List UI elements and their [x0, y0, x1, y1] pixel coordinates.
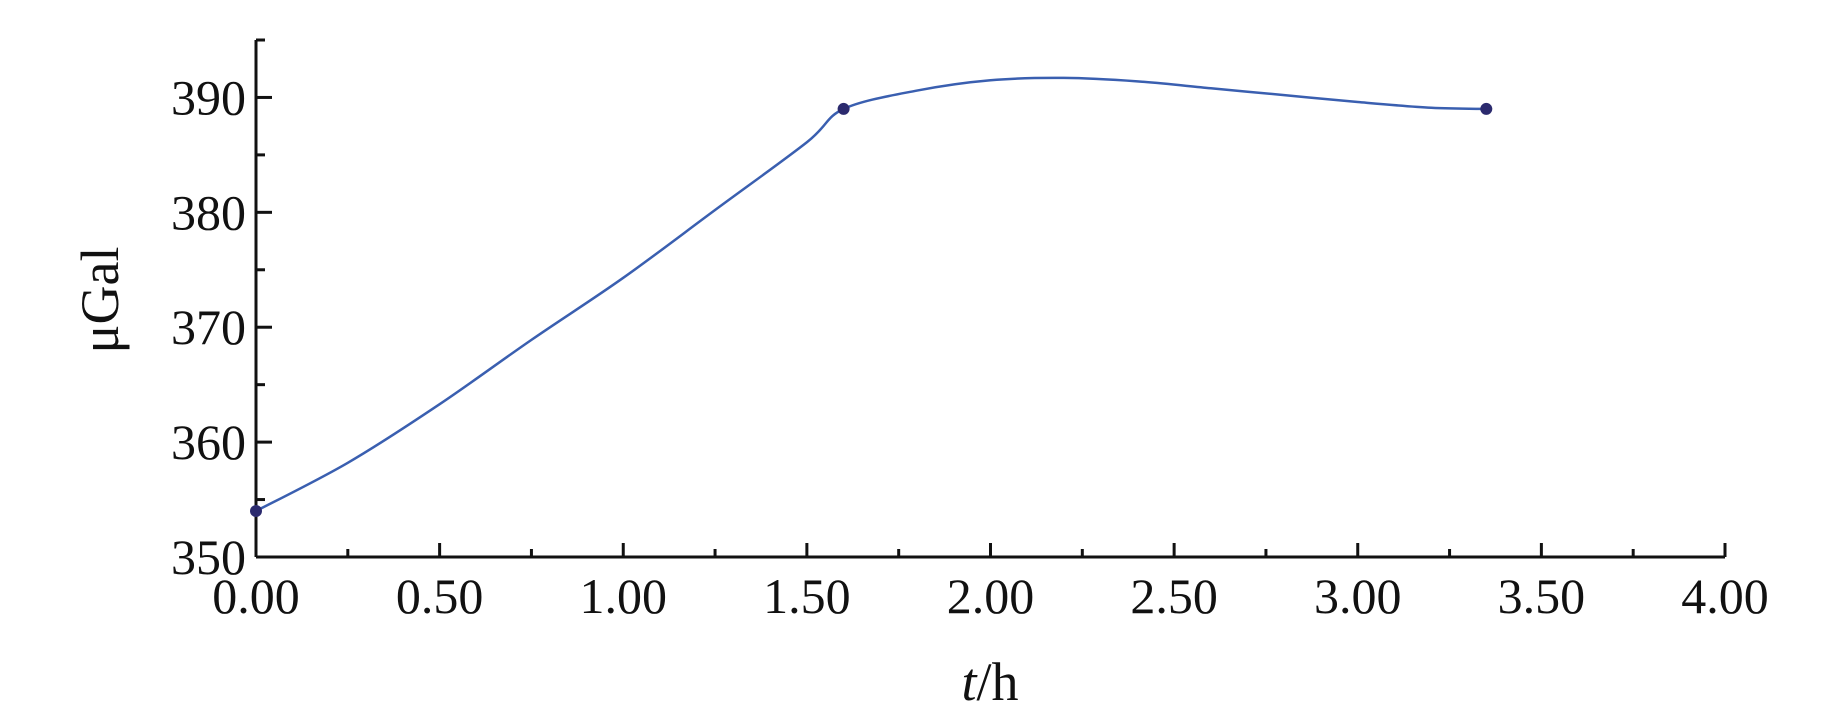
x-tick-label: 3.50: [1498, 568, 1586, 624]
x-tick-label: 1.50: [763, 568, 851, 624]
series-line: [255, 76, 1487, 513]
x-tick-label: 0.50: [396, 568, 484, 624]
y-axis-title: μGal: [70, 247, 130, 354]
data-point: [837, 102, 850, 115]
y-tick-label: 360: [171, 414, 246, 470]
x-tick-label: 4.00: [1681, 568, 1769, 624]
y-tick-label: 370: [171, 299, 246, 355]
data-point: [250, 505, 262, 518]
x-tick-label: 1.00: [580, 568, 668, 624]
x-axis-title-italic: t: [961, 652, 978, 709]
y-tick-label: 380: [171, 184, 246, 240]
axes: [254, 40, 1725, 559]
x-axis-title: t/h: [961, 652, 1018, 709]
data-point: [1480, 102, 1493, 115]
x-tick-label: 2.50: [1130, 568, 1218, 624]
plot-area: [250, 76, 1493, 518]
x-tick-label: 3.00: [1314, 568, 1402, 624]
y-tick-label: 390: [171, 69, 246, 125]
y-tick-label: 350: [171, 529, 246, 585]
ticks: 0.00 0.50 1.00 1.50 2.00 2.50 3.00 3.50 4.00 350 3…: [171, 38, 1769, 624]
x-tick-label: 0.00: [212, 568, 300, 624]
x-tick-label: 2.00: [947, 568, 1035, 624]
x-axis-title-rest: /h: [977, 652, 1019, 709]
